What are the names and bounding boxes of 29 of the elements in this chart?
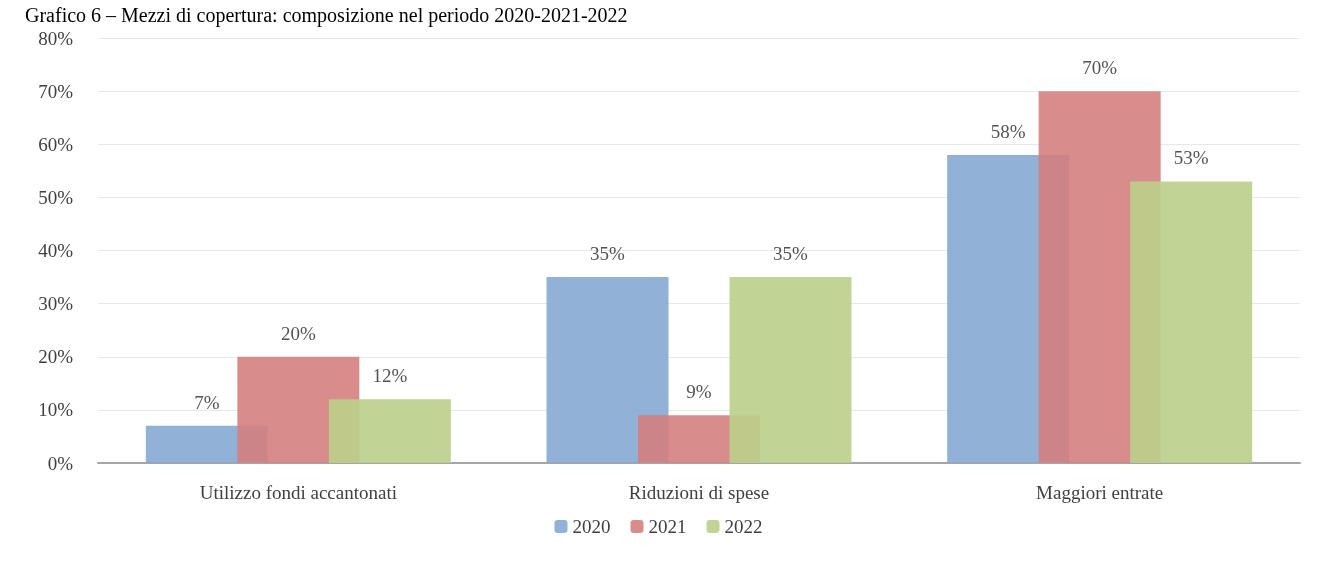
y-tick-label: 40% (38, 240, 74, 261)
x-tick-label: Maggiori entrate (1036, 482, 1164, 503)
legend-label: 2021 (648, 516, 687, 537)
data-label: 12% (372, 365, 408, 387)
y-tick-label: 60% (38, 133, 74, 155)
legend-label: 2022 (724, 516, 763, 537)
data-label: 35% (773, 243, 809, 265)
bar (1130, 181, 1253, 463)
data-label: 7% (194, 391, 220, 413)
bar (546, 277, 669, 463)
data-label: 35% (590, 243, 626, 265)
data-label: 53% (1173, 147, 1209, 169)
y-tick-label: 20% (38, 346, 74, 368)
data-label: 20% (280, 322, 316, 344)
y-tick-label: 30% (38, 293, 74, 315)
legend-label: 2020 (572, 516, 611, 537)
y-tick-label: 50% (38, 186, 74, 208)
y-tick-label: 0% (47, 452, 74, 474)
data-label: 9% (686, 381, 712, 403)
y-tick-label: 80% (38, 27, 74, 49)
data-label: 70% (1082, 57, 1118, 79)
data-label: 58% (990, 120, 1026, 142)
y-tick-label: 70% (38, 80, 74, 102)
bar (328, 399, 451, 463)
x-tick-label: Riduzioni di spese (628, 482, 770, 503)
y-tick-label: 10% (38, 399, 74, 421)
x-tick-label: Utilizzo fondi accantonati (199, 482, 397, 503)
bar (729, 277, 852, 463)
chart-title: Grafico 6 – Mezzi di copertura: composizione nel periodo 2020-2021-2022 (25, 4, 628, 27)
